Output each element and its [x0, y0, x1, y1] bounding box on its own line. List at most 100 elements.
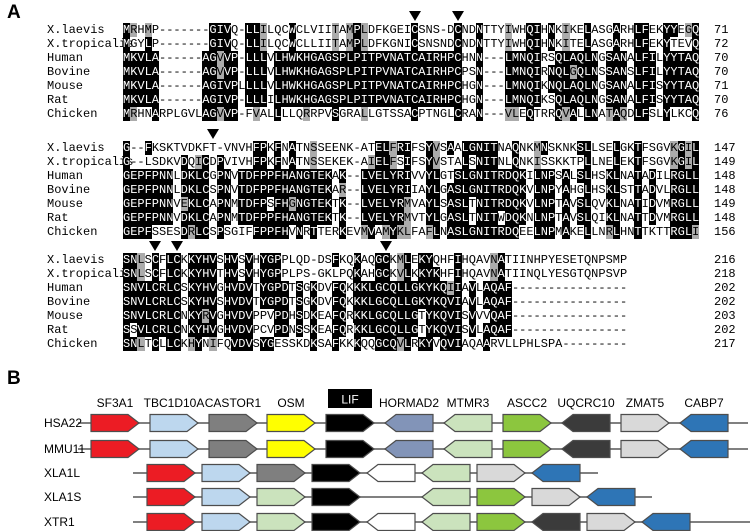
species-label: Mouse	[47, 79, 84, 93]
gene-arrow	[384, 413, 434, 433]
residue-count: 71	[714, 79, 729, 93]
residue-count: 203	[714, 309, 736, 323]
residue-count: 148	[714, 183, 736, 197]
gene-arrow	[421, 487, 471, 507]
gene-header-osm: OSM	[277, 396, 304, 410]
cysteine-arrowhead-icon	[171, 241, 183, 251]
row-label-hsa22: HSA22	[44, 416, 82, 430]
species-label: Human	[47, 281, 84, 295]
gene-arrow	[421, 512, 471, 531]
gene-arrow	[502, 413, 552, 433]
species-label: X.laevis	[47, 141, 105, 155]
residue-count: 202	[714, 281, 736, 295]
species-label: Rat	[47, 211, 69, 225]
species-label: Mouse	[47, 197, 84, 211]
gene-arrow	[90, 439, 140, 459]
gene-arrow	[443, 439, 493, 459]
species-label: X.tropicalis	[47, 267, 134, 281]
gene-header-sf3a1: SF3A1	[97, 396, 134, 410]
residue-count: 202	[714, 295, 736, 309]
gene-arrow	[561, 439, 611, 459]
residue-count: 148	[714, 169, 736, 183]
species-label: Rat	[47, 93, 69, 107]
species-label: Bovine	[47, 183, 91, 197]
species-label: Rat	[47, 323, 69, 337]
gene-arrow	[325, 439, 375, 459]
gene-arrow	[201, 512, 251, 531]
row-label-xtr1: XTR1	[44, 515, 75, 529]
species-label: X.tropicalis	[47, 37, 134, 51]
panel-b-label: B	[7, 368, 21, 389]
species-label: X.tropicalis	[47, 155, 134, 169]
sequence-text: G--LSDKVDQICDPVIVHFPKFNATNSSEKEK-AIELFSI…	[123, 155, 700, 169]
sequence-text: SSVLCRLCNKYHVGHVDVPCVPDNSSKEAFQRKKLGCQLL…	[123, 323, 628, 337]
gene-arrow	[208, 439, 258, 459]
sequence-text: MRHMP-------GIVQ-LLILQCWCLVIITAMPLDFKGEI…	[123, 23, 700, 37]
row-label-xla1l: XLA1L	[44, 466, 80, 480]
sequence-text: SNLSCFLCKKYHVSHVSVHYGPPLQD-DSFKQKAQGCKML…	[123, 253, 628, 267]
gene-header-cabp7: CABP7	[684, 396, 724, 410]
gene-arrow	[256, 512, 306, 531]
residue-count: 202	[714, 323, 736, 337]
species-label: Chicken	[47, 225, 98, 239]
gene-arrow	[146, 512, 196, 531]
gene-header-hormad2: HORMAD2	[379, 396, 439, 410]
gene-arrow	[502, 439, 552, 459]
residue-count: 156	[714, 225, 736, 239]
gene-arrow	[146, 463, 196, 483]
gene-header-mtmr3: MTMR3	[447, 396, 490, 410]
gene-arrow	[366, 512, 416, 531]
gene-arrow	[476, 463, 526, 483]
panel-a-label: A	[7, 2, 21, 23]
gene-arrow	[266, 413, 316, 433]
gene-arrow	[641, 512, 691, 531]
gene-arrow	[90, 413, 140, 433]
sequence-text: SNLSCFLCKKYHVTHVSVHYGPPLPS-GKLPQKAHGCKVL…	[123, 267, 628, 281]
sequence-text: GEPFPNNLDKLCGPNVTDFPPFHANGTEKAK--LVELYRI…	[123, 169, 700, 183]
gene-arrow	[256, 463, 306, 483]
gene-arrow	[325, 413, 375, 433]
sequence-text: GEPFPNNLDKLCSPNVTDFPPFHANGTEKAR--LVELYRI…	[123, 183, 700, 197]
gene-arrow	[256, 487, 306, 507]
residue-count: 70	[714, 51, 729, 65]
gene-header-ascc2: ASCC2	[507, 396, 547, 410]
gene-arrow	[531, 512, 581, 531]
gene-arrow	[149, 439, 199, 459]
gene-arrow	[201, 463, 251, 483]
cysteine-arrowhead-icon	[149, 241, 162, 251]
sequence-text: MGYLP-------GIVQ-LLILQCWCLLIITAMPLDFKGNI…	[123, 37, 700, 51]
sequence-text: MKVLA------AGVVP-LLLVLHWKHGAGSPLPITPVNAT…	[123, 51, 700, 65]
gene-arrow	[311, 487, 361, 507]
cysteine-arrowhead-icon	[207, 129, 219, 139]
gene-arrow	[476, 487, 526, 507]
gene-arrow	[384, 439, 434, 459]
species-label: Chicken	[47, 107, 98, 121]
sequence-text: SNLTCLLCKHYNIFQVDVSYGESSKDKSAFKKKQQGCQVL…	[123, 337, 628, 351]
cysteine-arrowhead-icon	[408, 11, 421, 21]
row-label-mmu11: MMU11	[44, 442, 85, 456]
residue-count: 149	[714, 155, 736, 169]
residue-count: 70	[714, 93, 729, 107]
species-label: X.laevis	[47, 23, 105, 37]
sequence-text: SNVLCRLCSKYHVSHVDVTYGPDTSGKDVFQKKKLGCQLL…	[123, 295, 628, 309]
species-label: Bovine	[47, 295, 91, 309]
row-label-xla1s: XLA1S	[44, 490, 81, 504]
gene-arrow	[586, 487, 636, 507]
gene-arrow	[311, 512, 361, 531]
residue-count: 217	[714, 337, 736, 351]
residue-count: 70	[714, 65, 729, 79]
cysteine-arrowhead-icon	[451, 11, 464, 21]
sequence-text: GEPFPNNVEKLCAPNMTDFPSFHGNGTEKTK--LVELYRM…	[123, 197, 700, 211]
gene-arrow	[531, 463, 581, 483]
gene-arrow	[443, 413, 493, 433]
species-label: Human	[47, 51, 84, 65]
gene-arrow	[201, 487, 251, 507]
gene-arrow	[679, 413, 729, 433]
gene-header-castor1: CASTOR1	[205, 396, 262, 410]
species-label: X.laevis	[47, 253, 105, 267]
sequence-text: SNVLCRLCNKYRVGHVDVPPVPDHSDKEAFQRKKLGCQLL…	[123, 309, 628, 323]
cysteine-arrowhead-icon	[379, 241, 392, 251]
gene-arrow	[311, 463, 361, 483]
species-label: Chicken	[47, 337, 98, 351]
